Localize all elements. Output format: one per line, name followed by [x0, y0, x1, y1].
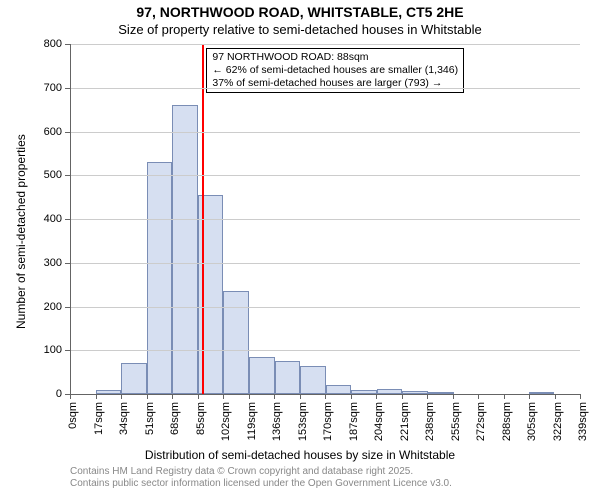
chart-root: 97, NORTHWOOD ROAD, WHITSTABLE, CT5 2HE … [0, 0, 600, 500]
xtick-label: 238sqm [424, 402, 436, 441]
gridline-h [70, 219, 580, 220]
xtick-label: 102sqm [220, 402, 232, 441]
xtick-mark [223, 394, 224, 399]
xtick-label: 153sqm [297, 402, 309, 441]
gridline-h [70, 88, 580, 89]
histogram-bar [121, 363, 147, 394]
histogram-bar [275, 361, 301, 394]
gridline-h [70, 44, 580, 45]
xtick-mark [529, 394, 530, 399]
gridline-h [70, 132, 580, 133]
histogram-bar [300, 366, 326, 394]
ytick-label: 100 [0, 344, 62, 356]
xtick-mark [376, 394, 377, 399]
chart-title: 97, NORTHWOOD ROAD, WHITSTABLE, CT5 2HE [0, 4, 600, 20]
histogram-bar [147, 162, 173, 394]
xtick-mark [351, 394, 352, 399]
ytick-label: 400 [0, 213, 62, 225]
xtick-label: 136sqm [271, 402, 283, 441]
xtick-mark [121, 394, 122, 399]
ytick-label: 0 [0, 388, 62, 400]
xtick-label: 119sqm [246, 402, 258, 440]
xtick-mark [555, 394, 556, 399]
xtick-mark [300, 394, 301, 399]
histogram-bar [326, 385, 352, 394]
xtick-mark [504, 394, 505, 399]
xtick-mark [147, 394, 148, 399]
footer-line-1: Contains HM Land Registry data © Crown c… [70, 466, 452, 478]
xtick-mark [96, 394, 97, 399]
gridline-h [70, 307, 580, 308]
xtick-label: 85sqm [195, 402, 207, 435]
annotation-line-1: 97 NORTHWOOD ROAD: 88sqm [212, 51, 458, 64]
ytick-label: 600 [0, 126, 62, 138]
xtick-label: 255sqm [450, 402, 462, 441]
xtick-label: 272sqm [475, 402, 487, 441]
gridline-h [70, 263, 580, 264]
x-axis-label: Distribution of semi-detached houses by … [0, 448, 600, 462]
xtick-label: 34sqm [118, 402, 130, 435]
xtick-mark [427, 394, 428, 399]
y-axis-line [70, 44, 71, 394]
xtick-mark [198, 394, 199, 399]
xtick-label: 322sqm [552, 402, 564, 441]
xtick-label: 221sqm [399, 402, 411, 441]
ytick-label: 200 [0, 301, 62, 313]
xtick-label: 17sqm [93, 402, 105, 435]
xtick-mark [453, 394, 454, 399]
xtick-label: 288sqm [501, 402, 513, 441]
ytick-label: 500 [0, 169, 62, 181]
histogram-bar [249, 357, 275, 394]
xtick-label: 68sqm [169, 402, 181, 435]
xtick-label: 51sqm [144, 402, 156, 435]
ytick-label: 300 [0, 257, 62, 269]
xtick-label: 170sqm [322, 402, 334, 441]
xtick-mark [478, 394, 479, 399]
xtick-mark [172, 394, 173, 399]
annotation-box: 97 NORTHWOOD ROAD: 88sqm← 62% of semi-de… [206, 48, 464, 93]
xtick-label: 0sqm [67, 402, 79, 429]
xtick-mark [325, 394, 326, 399]
attribution-footer: Contains HM Land Registry data © Crown c… [70, 466, 452, 490]
ytick-label: 700 [0, 82, 62, 94]
xtick-label: 204sqm [373, 402, 385, 441]
xtick-mark [70, 394, 71, 399]
xtick-mark [274, 394, 275, 399]
footer-line-2: Contains public sector information licen… [70, 478, 452, 490]
xtick-mark [580, 394, 581, 399]
xtick-label: 305sqm [526, 402, 538, 441]
xtick-label: 187sqm [348, 402, 360, 441]
annotation-line-2: ← 62% of semi-detached houses are smalle… [212, 64, 458, 77]
xtick-mark [249, 394, 250, 399]
chart-subtitle: Size of property relative to semi-detach… [0, 22, 600, 37]
xtick-mark [402, 394, 403, 399]
gridline-h [70, 350, 580, 351]
xtick-label: 339sqm [577, 402, 589, 441]
gridline-h [70, 175, 580, 176]
ytick-label: 800 [0, 38, 62, 50]
